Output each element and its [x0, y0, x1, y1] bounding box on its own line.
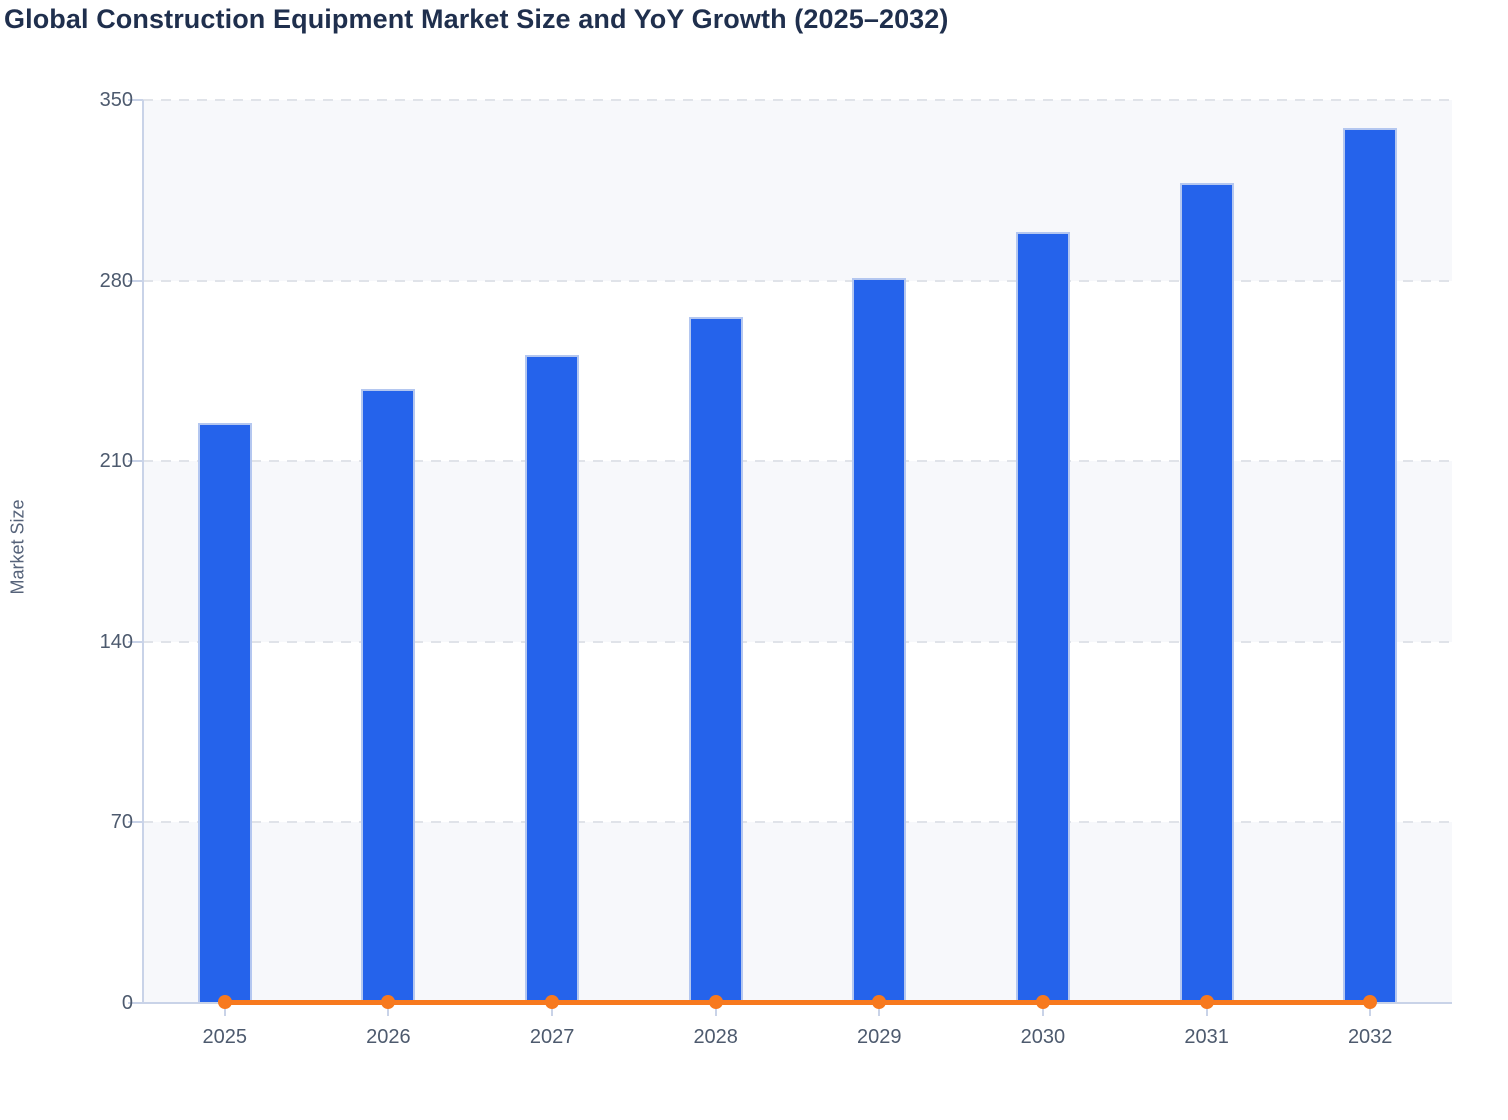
- x-tick: [1369, 1004, 1372, 1016]
- gridline: [143, 460, 1452, 463]
- x-tick-label: 2026: [366, 1026, 411, 1048]
- y-tick-label: 280: [99, 269, 133, 292]
- y-tick-label: 70: [110, 811, 133, 834]
- y-tick: [128, 460, 143, 463]
- x-tick: [1205, 1004, 1208, 1016]
- x-tick: [878, 1004, 881, 1016]
- bar-2027[interactable]: [525, 355, 580, 1002]
- y-tick: [128, 1002, 143, 1004]
- grid-band: [143, 822, 1452, 1003]
- yoy-marker-2025[interactable]: [217, 995, 232, 1009]
- bar-2028[interactable]: [688, 316, 743, 1002]
- y-tick-label: 350: [99, 89, 133, 111]
- bar-2029[interactable]: [852, 278, 907, 1002]
- x-tick-label: 2029: [857, 1026, 902, 1048]
- chart-title: Global Construction Equipment Market Siz…: [4, 4, 949, 34]
- x-tick: [714, 1004, 717, 1016]
- yoy-marker-2027[interactable]: [545, 995, 560, 1009]
- bar-2032[interactable]: [1343, 128, 1398, 1002]
- y-tick: [128, 640, 143, 643]
- x-tick-label: 2032: [1347, 1026, 1393, 1048]
- y-tick: [128, 279, 143, 282]
- x-tick: [223, 1004, 226, 1016]
- yoy-line: [222, 999, 1373, 1005]
- y-tick-label: 140: [99, 630, 133, 653]
- x-tick-label: 2030: [1020, 1026, 1066, 1048]
- yoy-marker-2029[interactable]: [872, 995, 887, 1009]
- grid-band: [143, 461, 1452, 642]
- x-tick: [1041, 1004, 1044, 1016]
- bar-2025[interactable]: [197, 422, 252, 1002]
- gridline: [143, 279, 1452, 282]
- y-tick: [128, 99, 143, 101]
- yoy-marker-2026[interactable]: [381, 995, 396, 1009]
- yoy-marker-2030[interactable]: [1035, 995, 1050, 1009]
- x-tick: [387, 1004, 390, 1016]
- gridline: [143, 821, 1452, 824]
- yoy-marker-2028[interactable]: [708, 995, 723, 1009]
- y-tick-label: 0: [121, 992, 133, 1014]
- bar-2026[interactable]: [361, 389, 416, 1002]
- yoy-marker-2031[interactable]: [1199, 995, 1214, 1009]
- y-axis-title: Market Size: [7, 499, 28, 595]
- x-tick-label: 2025: [202, 1026, 248, 1048]
- gridline: [143, 99, 1452, 101]
- y-tick: [128, 821, 143, 824]
- y-axis-line: [142, 100, 144, 1003]
- bar-2030[interactable]: [1015, 231, 1070, 1002]
- bar-2031[interactable]: [1179, 182, 1234, 1002]
- y-tick-label: 210: [99, 450, 133, 473]
- gridline: [143, 640, 1452, 643]
- yoy-marker-2032[interactable]: [1363, 995, 1378, 1009]
- x-tick-label: 2031: [1184, 1026, 1229, 1048]
- x-tick-label: 2027: [529, 1026, 575, 1048]
- x-tick-label: 2028: [693, 1026, 738, 1048]
- grid-band: [143, 100, 1452, 281]
- x-tick: [551, 1004, 554, 1016]
